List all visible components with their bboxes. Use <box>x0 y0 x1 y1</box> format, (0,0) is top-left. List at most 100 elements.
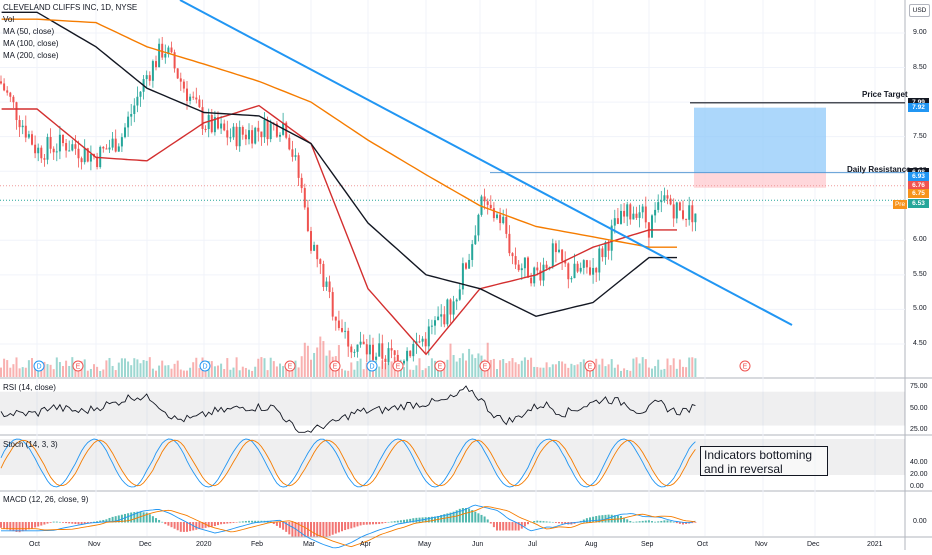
candle-body-103 <box>319 259 322 264</box>
macd-hist-219 <box>678 522 681 524</box>
time-label-8: Jun <box>472 541 484 548</box>
volume-bar-189 <box>585 369 588 377</box>
candle-body-44 <box>136 96 139 106</box>
candle-body-158 <box>489 204 492 209</box>
volume-bar-167 <box>517 364 520 377</box>
volume-bar-137 <box>424 368 427 377</box>
volume-bar-198 <box>613 367 616 377</box>
stoch-d-line <box>0 439 696 487</box>
candle-body-2 <box>6 90 9 93</box>
candle-body-121 <box>375 356 378 360</box>
candle-body-216 <box>669 198 672 205</box>
volume-bar-18 <box>55 357 58 377</box>
volume-bar-41 <box>127 361 130 377</box>
macd-hist-96 <box>297 522 300 537</box>
volume-bar-211 <box>654 366 657 377</box>
candle-body-175 <box>542 264 545 281</box>
macd-hist-17 <box>52 521 55 523</box>
volume-bar-87 <box>269 357 272 377</box>
candle-body-8 <box>24 125 27 138</box>
volume-bar-179 <box>554 364 557 377</box>
volume-bar-166 <box>514 362 517 377</box>
candle-body-167 <box>517 264 520 271</box>
macd-hist-34 <box>105 519 108 523</box>
macd-hist-53 <box>164 522 167 525</box>
macd-line <box>1 504 696 549</box>
volume-bar-118 <box>365 362 368 377</box>
macd-hist-216 <box>669 521 672 523</box>
volume-bar-217 <box>672 358 675 377</box>
macd-hist-182 <box>564 522 567 525</box>
candle-body-204 <box>632 213 635 220</box>
event-marker-9 <box>584 360 596 372</box>
candle-body-106 <box>328 281 331 293</box>
volume-bar-89 <box>275 366 278 377</box>
volume-bar-219 <box>678 359 681 377</box>
volume-bar-139 <box>430 358 433 377</box>
event-marker-7 <box>434 360 446 372</box>
volume-bar-195 <box>604 366 607 377</box>
candle-body-20 <box>62 134 64 144</box>
macd-hist-10 <box>31 522 33 529</box>
volume-bar-90 <box>279 363 281 377</box>
event-marker-0 <box>33 360 45 372</box>
macd-hist-21 <box>65 522 68 524</box>
candle-body-78 <box>241 126 244 135</box>
volume-bar-51 <box>158 365 161 377</box>
candle-body-81 <box>251 130 254 144</box>
macd-hist-108 <box>334 522 337 534</box>
volume-bar-39 <box>120 358 123 377</box>
candle-body-132 <box>409 350 412 357</box>
macd-hist-121 <box>375 522 378 525</box>
macd-hist-157 <box>486 519 489 523</box>
currency-button[interactable]: USD <box>909 4 930 17</box>
volume-bar-161 <box>499 360 502 377</box>
candle-body-214 <box>663 195 666 201</box>
candle-body-36 <box>111 138 114 148</box>
time-label-9: Jul <box>528 541 537 548</box>
volume-bar-154 <box>477 353 480 377</box>
macd-hist-90 <box>279 522 281 528</box>
volume-bar-169 <box>523 357 526 377</box>
event-marker-3 <box>284 360 296 372</box>
volume-bar-1 <box>3 358 6 377</box>
volume-bar-91 <box>282 366 285 377</box>
volume-bar-114 <box>353 369 356 377</box>
candle-body-22 <box>68 150 71 152</box>
macd-hist-127 <box>393 521 396 523</box>
macd-hist-207 <box>641 520 644 523</box>
macd-hist-156 <box>483 516 486 523</box>
volume-bar-35 <box>108 357 111 377</box>
candle-body-43 <box>133 105 136 114</box>
macd-hist-103 <box>319 522 322 537</box>
candle-body-198 <box>613 218 616 226</box>
macd-hist-118 <box>365 522 368 525</box>
candle-body-138 <box>427 326 430 347</box>
macd-hist-31 <box>96 521 99 523</box>
volume-bar-158 <box>489 359 492 377</box>
candle-body-80 <box>248 130 250 140</box>
candle-body-190 <box>589 267 591 275</box>
macd-hist-1 <box>3 522 6 529</box>
candle-body-61 <box>189 96 192 101</box>
volume-bar-152 <box>471 354 474 377</box>
volume-bar-130 <box>403 367 405 377</box>
macd-hist-107 <box>331 522 334 535</box>
time-label-11: Sep <box>641 541 654 548</box>
time-label-13: Nov <box>755 541 768 548</box>
candle-body-48 <box>148 75 151 81</box>
event-marker-text-5: D <box>369 364 374 371</box>
volume-bar-19 <box>58 362 61 377</box>
volume-bar-56 <box>173 363 176 377</box>
volume-bar-182 <box>564 363 567 377</box>
volume-bar-177 <box>548 367 551 377</box>
volume-bar-136 <box>421 370 424 377</box>
macd-hist-24 <box>74 522 77 525</box>
time-label-1: Nov <box>88 541 101 548</box>
volume-bar-59 <box>182 370 185 377</box>
candle-body-45 <box>139 91 142 97</box>
macd-hist-205 <box>635 521 638 523</box>
macd-hist-162 <box>502 522 505 531</box>
